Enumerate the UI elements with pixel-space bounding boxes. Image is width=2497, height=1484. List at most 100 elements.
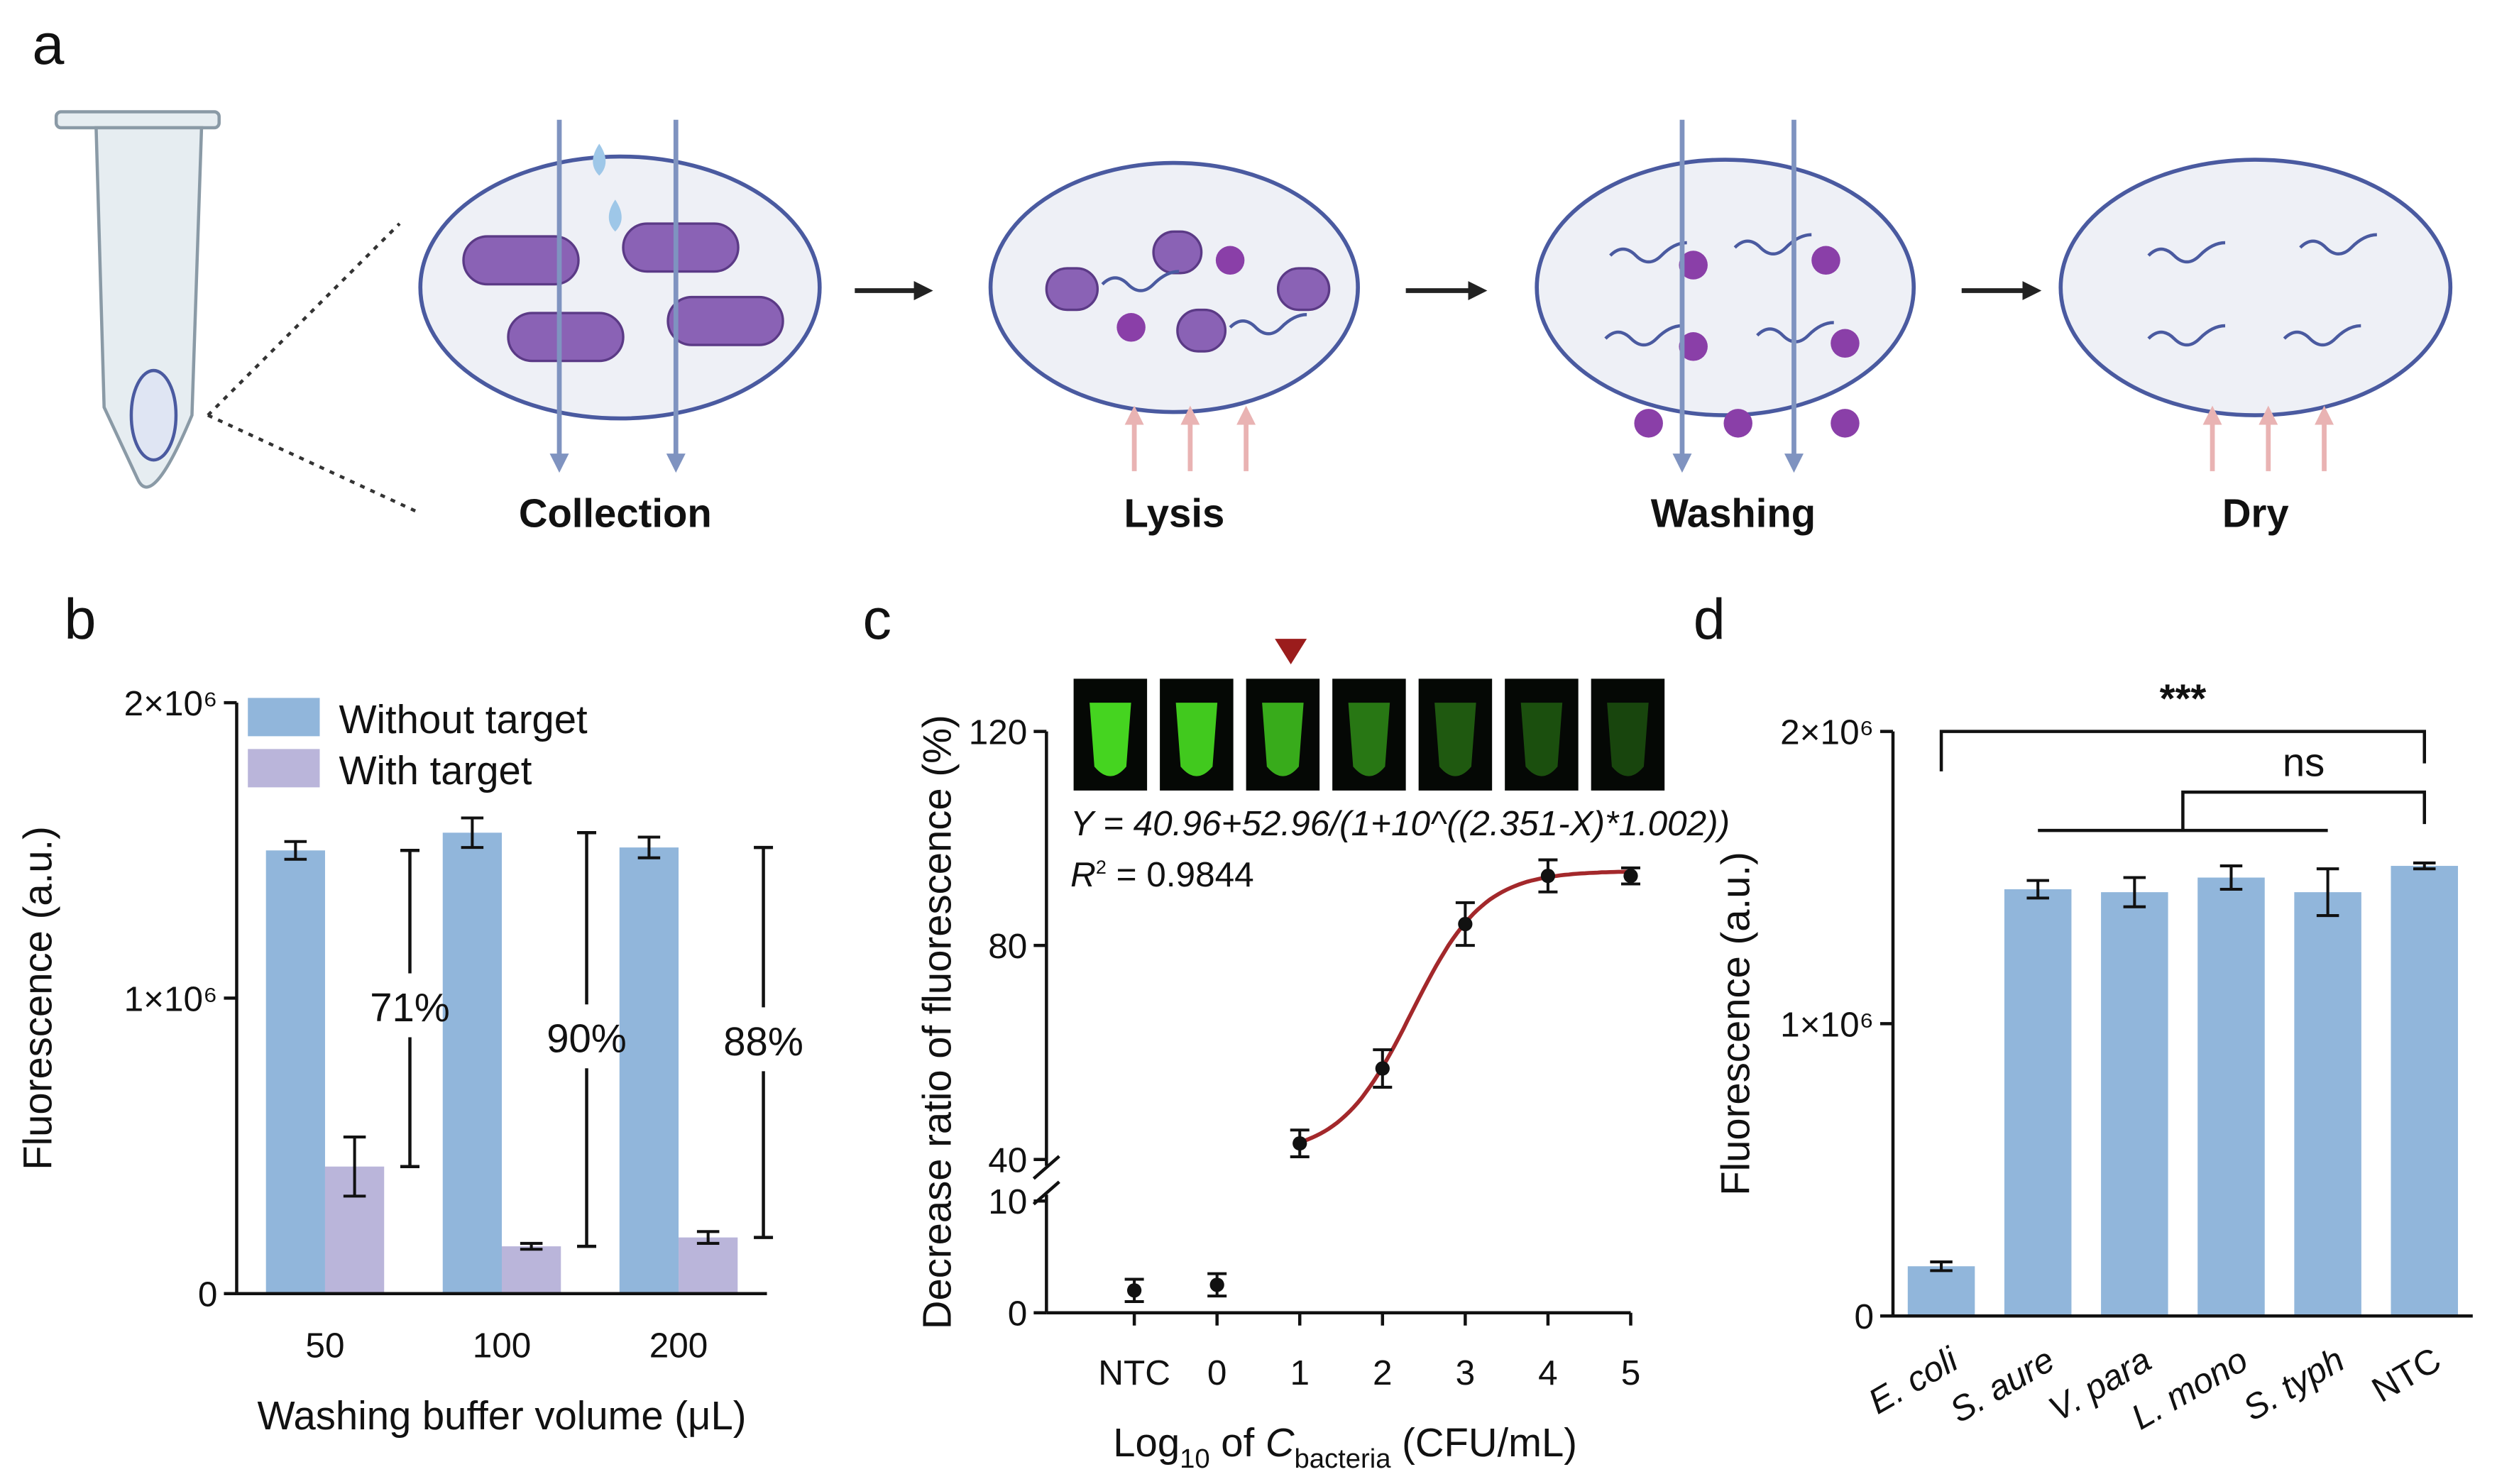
axis-break (1032, 1155, 1060, 1180)
bar (2294, 892, 2361, 1317)
x-axis-label: Log10 of Cbacteria (CFU/mL) (1113, 1420, 1577, 1474)
bar (265, 850, 325, 1294)
bar (442, 832, 502, 1294)
x-label-part: Log (1113, 1420, 1180, 1465)
x-label-part: 10 (1180, 1444, 1210, 1474)
legend-swatch (248, 749, 320, 788)
tube-glow (1262, 703, 1304, 776)
flow-arrows (549, 119, 2334, 473)
y-tick-label: 2×10⁶ (124, 684, 218, 723)
data-point (1458, 916, 1473, 932)
bar (619, 847, 679, 1294)
panel-label: b (64, 588, 96, 652)
r-value: = 0.9844 (1107, 855, 1254, 894)
x-tick-label: 0 (1207, 1353, 1227, 1392)
r-label: R (1070, 855, 1096, 894)
y-axis-label: Fluorescence (a.u.) (1713, 852, 1757, 1196)
x-tick-label: 100 (473, 1326, 532, 1365)
x-tick-label: 200 (649, 1326, 708, 1365)
proteins (1116, 246, 1860, 438)
y-tick-label: 80 (988, 927, 1027, 966)
tube-glow (1520, 703, 1563, 776)
photo (1591, 678, 1665, 791)
y-tick-label: 0 (1008, 1295, 1028, 1334)
photo (1505, 678, 1579, 791)
bar (679, 1237, 738, 1294)
r-squared: R2 = 0.9844 (1070, 855, 1254, 894)
bar (501, 1246, 561, 1294)
bar (2197, 877, 2265, 1317)
y-tick-label: 10 (988, 1182, 1027, 1221)
bar (1907, 1266, 1975, 1317)
annotation: ns (2283, 740, 2325, 785)
x-tick-label: S. aure (1943, 1340, 2061, 1430)
legend-label: Without target (339, 697, 588, 742)
annotation: 71% (370, 985, 450, 1030)
significance-bracket (2181, 790, 2427, 831)
step-label: Washing (1651, 491, 1816, 536)
x-tick-label: 5 (1621, 1353, 1641, 1392)
x-tick-label: NTC (2366, 1340, 2448, 1409)
data-point (1126, 1283, 1142, 1298)
step-label: Dry (2222, 491, 2289, 536)
x-tick-label: S. typh (2237, 1340, 2351, 1429)
zoom-line (207, 414, 417, 513)
bacteria (462, 222, 1331, 363)
x-tick-label: 1 (1290, 1353, 1310, 1392)
data-point (1375, 1061, 1390, 1076)
droplet (593, 143, 622, 232)
significance-bracket (1939, 730, 2427, 771)
photo (1418, 678, 1493, 791)
data-point (1293, 1136, 1307, 1151)
data-point (1623, 869, 1638, 884)
y-tick-label: 2×10⁶ (1780, 713, 1874, 752)
r-sup: 2 (1096, 857, 1107, 878)
tube-glow (1348, 703, 1390, 776)
x-label-part: (CFU/mL) (1391, 1420, 1577, 1465)
bar (2101, 892, 2168, 1317)
tube-glow (1607, 703, 1649, 776)
tube-glow (1434, 703, 1476, 776)
x-tick-label: 3 (1456, 1353, 1476, 1392)
step-label: Collection (519, 491, 712, 536)
legend-swatch (248, 698, 320, 737)
y-tick-label: 0 (1854, 1297, 1874, 1336)
y-tick-label: 1×10⁶ (124, 979, 218, 1018)
panel-label: c (863, 588, 892, 652)
data-point (1540, 869, 1556, 884)
x-tick-label: 50 (305, 1326, 344, 1365)
tube (54, 110, 221, 489)
x-tick-label: 2 (1373, 1353, 1393, 1392)
annotation: 90% (547, 1016, 627, 1061)
y-tick-label: 0 (198, 1275, 218, 1314)
x-tick-label: NTC (1098, 1353, 1170, 1392)
y-axis-label: Decrease ratio of fluorescence (%) (914, 715, 959, 1329)
x-label-part: of (1210, 1420, 1266, 1465)
x-tick-label: 4 (1538, 1353, 1558, 1392)
marker-triangle (1275, 639, 1307, 665)
bar (2391, 866, 2459, 1317)
bar (2004, 889, 2072, 1317)
x-label-part: bacteria (1294, 1444, 1391, 1474)
filters (418, 154, 2453, 421)
zoom-line (207, 222, 401, 417)
annotation: 88% (723, 1019, 803, 1064)
tube-glow (1175, 703, 1218, 776)
panel-label: a (32, 13, 65, 77)
data-point (1209, 1277, 1224, 1292)
step-label: Lysis (1124, 491, 1224, 536)
y-axis-label: Fluorescence (a.u.) (15, 826, 60, 1170)
workflow-diagram: a (32, 13, 2453, 536)
x-label-part: C (1266, 1420, 1295, 1465)
annotation: *** (2160, 676, 2207, 721)
legend-label: With target (339, 748, 532, 793)
y-tick-label: 120 (969, 713, 1028, 752)
y-tick-label: 1×10⁶ (1780, 1005, 1874, 1044)
y-tick-label: 40 (988, 1141, 1027, 1180)
x-axis-label: Washing buffer volume (μL) (258, 1393, 747, 1438)
equation: Y = 40.96+52.96/(1+10^((2.351-X)*1.002)) (1070, 804, 1730, 843)
panel-label: d (1694, 588, 1725, 652)
tube-photos (1073, 678, 1665, 791)
tube-glow (1090, 703, 1131, 776)
